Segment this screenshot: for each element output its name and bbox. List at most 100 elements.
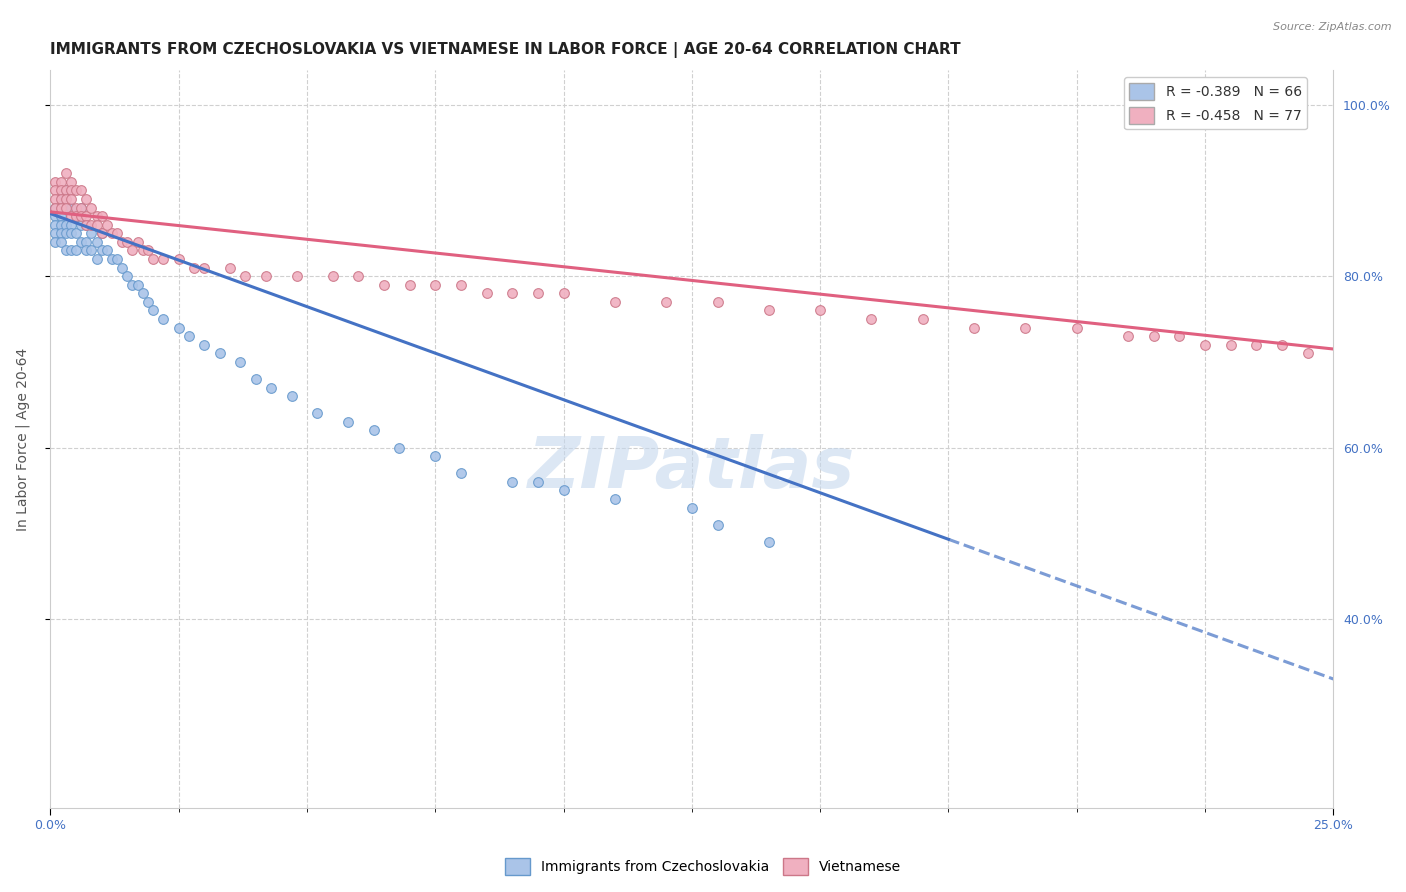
- Point: [70, 201, 93, 215]
- Point: [450, 277, 472, 292]
- Point: [167, 252, 190, 266]
- Point: [337, 415, 360, 429]
- Point: [603, 491, 626, 506]
- Point: [59, 244, 82, 258]
- Point: [285, 269, 308, 284]
- Point: [75, 192, 97, 206]
- Point: [49, 201, 72, 215]
- Point: [65, 209, 87, 223]
- Point: [49, 235, 72, 249]
- Point: [911, 312, 934, 326]
- Point: [655, 294, 678, 309]
- Point: [80, 227, 103, 241]
- Point: [254, 269, 277, 284]
- Point: [808, 303, 831, 318]
- Point: [1296, 346, 1319, 360]
- Point: [90, 227, 112, 241]
- Point: [475, 286, 498, 301]
- Point: [193, 337, 215, 351]
- Point: [111, 235, 134, 249]
- Point: [44, 183, 66, 197]
- Point: [142, 303, 165, 318]
- Point: [1168, 329, 1191, 343]
- Point: [96, 218, 118, 232]
- Point: [425, 449, 447, 463]
- Point: [59, 218, 82, 232]
- Point: [706, 294, 728, 309]
- Point: [363, 424, 385, 438]
- Point: [86, 252, 108, 266]
- Point: [758, 303, 780, 318]
- Point: [219, 260, 242, 275]
- Point: [70, 209, 93, 223]
- Point: [553, 483, 575, 498]
- Y-axis label: In Labor Force | Age 20-64: In Labor Force | Age 20-64: [15, 347, 30, 531]
- Point: [388, 441, 411, 455]
- Point: [235, 269, 257, 284]
- Point: [758, 534, 780, 549]
- Point: [117, 235, 139, 249]
- Point: [307, 406, 329, 420]
- Point: [111, 260, 134, 275]
- Point: [105, 227, 128, 241]
- Point: [55, 183, 77, 197]
- Point: [44, 175, 66, 189]
- Point: [193, 260, 215, 275]
- Point: [527, 286, 550, 301]
- Point: [963, 320, 986, 334]
- Point: [70, 235, 93, 249]
- Point: [59, 227, 82, 241]
- Legend: Immigrants from Czechoslovakia, Vietnamese: Immigrants from Czechoslovakia, Vietname…: [499, 853, 907, 880]
- Point: [347, 269, 370, 284]
- Point: [75, 244, 97, 258]
- Point: [80, 218, 103, 232]
- Point: [152, 252, 174, 266]
- Point: [55, 227, 77, 241]
- Point: [681, 500, 703, 515]
- Point: [121, 277, 143, 292]
- Point: [167, 320, 190, 334]
- Point: [44, 218, 66, 232]
- Point: [1194, 337, 1216, 351]
- Point: [101, 252, 124, 266]
- Point: [527, 475, 550, 489]
- Point: [55, 192, 77, 206]
- Point: [49, 175, 72, 189]
- Text: ZIPatlas: ZIPatlas: [529, 434, 856, 503]
- Point: [603, 294, 626, 309]
- Point: [59, 209, 82, 223]
- Point: [1014, 320, 1036, 334]
- Point: [132, 244, 155, 258]
- Point: [96, 244, 118, 258]
- Point: [1116, 329, 1139, 343]
- Point: [90, 227, 112, 241]
- Point: [1246, 337, 1268, 351]
- Point: [373, 277, 395, 292]
- Point: [55, 166, 77, 180]
- Point: [44, 235, 66, 249]
- Point: [136, 294, 159, 309]
- Point: [177, 329, 200, 343]
- Point: [65, 201, 87, 215]
- Point: [860, 312, 883, 326]
- Point: [280, 389, 302, 403]
- Point: [127, 277, 149, 292]
- Point: [55, 218, 77, 232]
- Point: [208, 346, 231, 360]
- Point: [70, 218, 93, 232]
- Point: [1219, 337, 1241, 351]
- Point: [44, 201, 66, 215]
- Point: [55, 201, 77, 215]
- Point: [501, 475, 523, 489]
- Point: [55, 183, 77, 197]
- Point: [44, 192, 66, 206]
- Point: [501, 286, 523, 301]
- Point: [49, 227, 72, 241]
- Point: [132, 286, 155, 301]
- Point: [80, 201, 103, 215]
- Point: [1143, 329, 1166, 343]
- Point: [44, 201, 66, 215]
- Legend: R = -0.389   N = 66, R = -0.458   N = 77: R = -0.389 N = 66, R = -0.458 N = 77: [1123, 78, 1308, 129]
- Text: IMMIGRANTS FROM CZECHOSLOVAKIA VS VIETNAMESE IN LABOR FORCE | AGE 20-64 CORRELAT: IMMIGRANTS FROM CZECHOSLOVAKIA VS VIETNA…: [51, 42, 960, 58]
- Point: [65, 209, 87, 223]
